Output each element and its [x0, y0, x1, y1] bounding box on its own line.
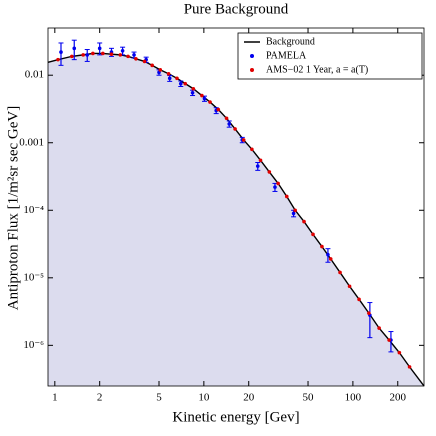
data-point: [407, 365, 412, 369]
y-axis-label: Antiproton Flux [1/m²sr sec GeV]: [5, 106, 21, 310]
chart-title: Pure Background: [184, 1, 289, 17]
data-point: [91, 51, 95, 56]
x-tick-label: 10: [198, 392, 210, 404]
data-point: [250, 147, 254, 152]
x-tick-label: 100: [345, 392, 362, 404]
x-tick-label: 50: [303, 392, 315, 404]
data-point: [81, 53, 85, 57]
data-point: [101, 51, 105, 56]
data-point: [276, 181, 280, 186]
y-tick-label: 10⁻⁵: [23, 271, 44, 283]
plot-frame: [47, 27, 425, 387]
legend-label: Background: [266, 36, 315, 47]
legend-box: [237, 32, 423, 80]
data-point: [273, 185, 277, 189]
legend-swatch: [250, 54, 254, 58]
data-point: [97, 46, 102, 51]
data-point: [377, 326, 381, 330]
data-point: [120, 48, 125, 53]
x-axis-label: Kinetic energy [Gev]: [172, 409, 299, 425]
data-point: [302, 219, 306, 224]
error-bar: [367, 302, 373, 339]
data-point: [227, 122, 232, 126]
data-point: [132, 53, 136, 57]
data-point: [142, 59, 147, 64]
data-point: [134, 56, 138, 61]
y-tick-label: 0.01: [25, 69, 44, 81]
data-point: [387, 338, 391, 342]
data-point: [72, 46, 77, 51]
data-point: [85, 53, 90, 57]
data-point: [357, 297, 361, 302]
data-point: [233, 127, 237, 131]
data-point: [126, 54, 130, 59]
data-point: [178, 81, 183, 86]
data-point: [190, 90, 195, 95]
data-point: [258, 158, 263, 163]
data-point: [267, 170, 272, 174]
x-tick-label: 1: [52, 392, 58, 404]
data-point: [175, 76, 179, 81]
data-point: [59, 50, 63, 54]
area: [48, 53, 424, 386]
data-point: [118, 53, 123, 57]
data-point: [216, 107, 221, 112]
data-point: [191, 86, 196, 91]
data-point: [208, 100, 212, 104]
data-point: [183, 81, 188, 86]
y-tick-label: 10⁻⁴: [23, 204, 44, 216]
data-point: [241, 138, 246, 142]
data-point: [255, 164, 260, 168]
x-tick-label: 20: [243, 392, 255, 404]
data-point: [320, 244, 324, 249]
data-point: [56, 57, 60, 62]
data-point: [158, 68, 163, 72]
x-tick-label: 5: [156, 392, 162, 404]
legend-label: PAMELA: [266, 50, 307, 61]
data-point: [326, 252, 330, 257]
data-point: [397, 350, 402, 355]
data-point: [150, 63, 154, 68]
y-tick-label: 0.001: [19, 136, 44, 148]
y-tick-label: 10⁻⁶: [23, 339, 44, 351]
data-point: [328, 257, 333, 261]
legend-label: AMS−02 1 Year, a = a(T): [266, 64, 368, 75]
x-tick-label: 200: [390, 392, 407, 404]
data-point: [202, 96, 207, 101]
data-point: [167, 76, 172, 81]
error-bar: [58, 42, 64, 66]
data-point: [166, 71, 171, 76]
data-point: [338, 270, 342, 275]
data-point: [284, 194, 289, 199]
data-point: [311, 232, 315, 237]
data-point: [367, 311, 371, 315]
data-point: [70, 54, 74, 59]
data-point: [109, 52, 114, 56]
x-tick-label: 2: [97, 392, 103, 404]
data-point: [224, 116, 229, 121]
legend-swatch: [250, 68, 254, 72]
data-point: [347, 284, 352, 289]
data-point: [291, 211, 296, 216]
data-point: [200, 93, 204, 98]
data-point: [293, 208, 297, 213]
